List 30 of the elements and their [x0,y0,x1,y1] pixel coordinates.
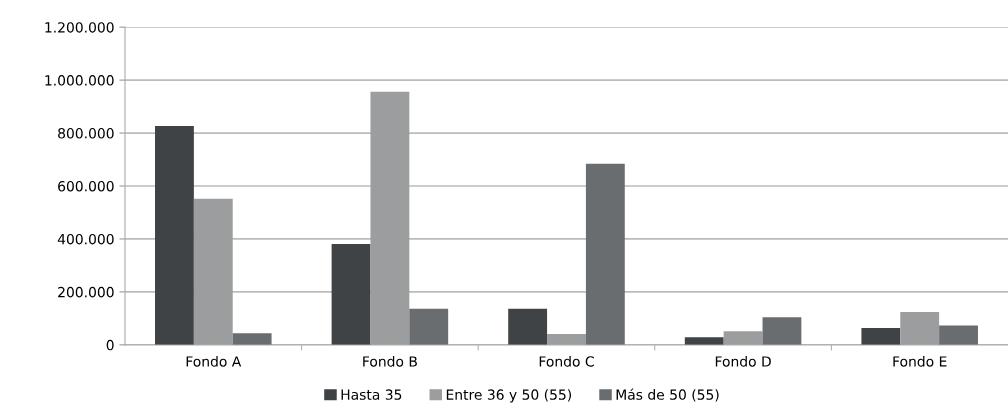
y-tick-label: 600.000 [58,180,114,192]
y-tick-label: 200.000 [58,286,114,298]
bar [762,317,802,345]
bar [155,125,194,345]
bar [508,308,548,345]
bar [409,308,449,345]
bar [900,312,940,345]
bar [939,325,978,345]
bar [232,333,272,345]
bar [193,198,233,345]
y-tick-label: 0 [106,339,114,351]
x-tick-label: Fondo D [715,355,771,367]
bar [723,331,763,345]
bar [331,243,371,345]
bar [684,337,724,345]
y-tick-label: 400.000 [57,233,114,245]
bar [861,327,901,345]
bar [370,91,410,345]
x-tick-label: Fondo E [893,355,947,367]
bar [585,163,625,345]
x-tick-label: Fondo A [186,355,242,367]
y-tick-label: 1.200.000 [45,22,114,33]
legend-label: Más de 50 (55) [616,388,719,402]
bar [547,334,586,345]
x-tick-label: Fondo B [363,355,417,367]
legend-label: Entre 36 y 50 (55) [446,389,571,403]
y-tick-label: 1.000.000 [45,75,114,86]
y-tick-label: 800.000 [58,128,114,139]
x-tick-label: Fondo C [539,355,594,367]
legend-label: Hasta 35 [341,389,402,400]
